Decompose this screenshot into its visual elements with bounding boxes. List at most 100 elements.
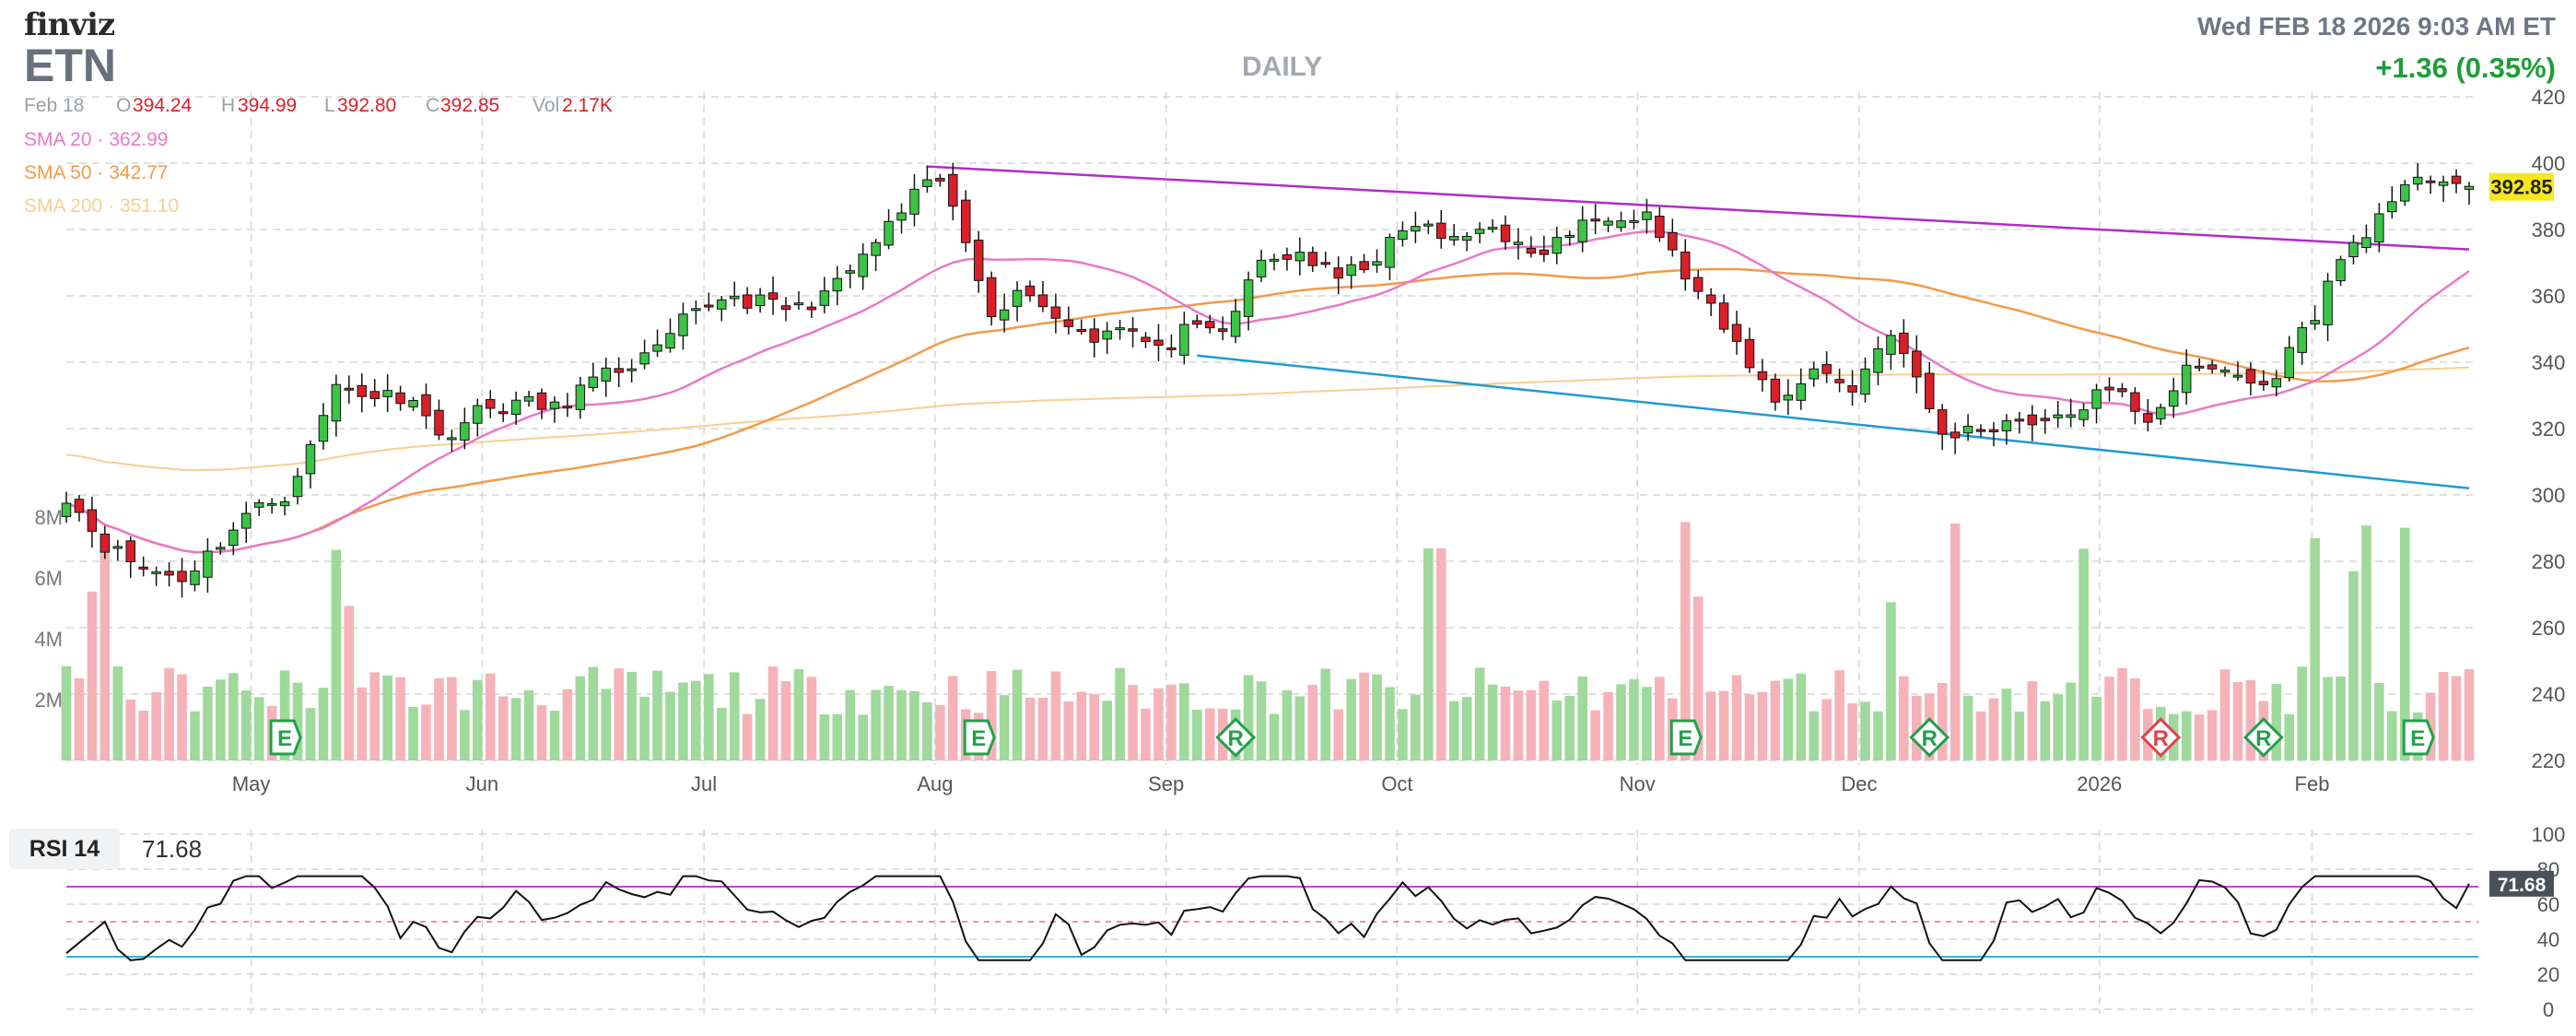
candle-body — [2361, 237, 2371, 249]
volume-bar — [1050, 671, 1061, 760]
marker-letter: E — [971, 726, 986, 751]
candle-body — [1796, 383, 1807, 401]
volume-bar — [536, 705, 547, 760]
candle — [344, 375, 355, 405]
candle — [2258, 370, 2269, 392]
volume-bar — [2091, 696, 2102, 760]
volume-bar — [2438, 672, 2449, 760]
candle — [1141, 332, 1151, 348]
candle — [2091, 383, 2102, 424]
volume-tick-label: 6M — [34, 567, 63, 590]
candle-body — [986, 277, 997, 318]
candle — [87, 496, 98, 548]
candle-body — [357, 384, 368, 397]
candle-body — [2117, 388, 2127, 393]
candle — [1385, 233, 1395, 281]
volume-bar — [742, 713, 753, 760]
candle-body — [1448, 236, 1459, 241]
candle — [973, 230, 984, 293]
candle — [357, 373, 368, 413]
volume-bar — [704, 674, 714, 760]
ohlc-date: Feb 18 — [24, 95, 85, 116]
candle-body — [447, 437, 457, 441]
candle — [2143, 398, 2153, 432]
ticker-symbol: ETN — [24, 40, 116, 91]
volume-bar — [858, 714, 868, 760]
volume-bar — [203, 686, 213, 760]
candle — [665, 318, 675, 353]
candle-body — [1411, 226, 1421, 232]
candle — [1526, 236, 1537, 258]
volume-bar — [1899, 676, 1909, 760]
volume-bar — [318, 688, 329, 760]
price-tick-label: 260 — [2532, 617, 2566, 640]
month-tick-label: Nov — [1620, 772, 1656, 795]
price-tick-label: 360 — [2532, 285, 2566, 308]
candle — [588, 362, 599, 392]
candle — [1204, 314, 1215, 334]
candle — [266, 498, 277, 514]
candle-body — [1436, 222, 1446, 240]
volume-bar — [871, 689, 881, 760]
candle — [1975, 424, 1986, 437]
marker-shape — [963, 719, 996, 756]
volume-bar — [485, 673, 496, 760]
candle-body — [2297, 327, 2307, 353]
candle-body — [241, 512, 252, 529]
candle — [1050, 293, 1061, 334]
marker-letter: R — [2255, 726, 2271, 751]
candle — [1731, 311, 1742, 355]
candle — [536, 388, 547, 419]
candle-body — [138, 566, 148, 570]
candle — [1937, 404, 1948, 451]
candle — [1115, 319, 1125, 340]
candle-body — [1294, 252, 1306, 262]
candle-body — [2014, 418, 2025, 422]
candle — [253, 499, 264, 516]
candle-body — [1256, 259, 1267, 277]
candle — [1346, 255, 1356, 289]
volume-bar — [639, 696, 650, 760]
marker-shape — [2242, 717, 2284, 758]
candle-body — [1025, 285, 1036, 297]
candle-body — [266, 502, 277, 506]
volume-bar — [626, 671, 637, 760]
trendlines — [927, 165, 2470, 490]
volume-bar — [2271, 684, 2282, 760]
rsi-label[interactable]: RSI 14 — [9, 829, 120, 869]
volume-bar — [2001, 689, 2012, 760]
rsi-tick-label: 40 — [2537, 928, 2559, 951]
candle — [74, 495, 85, 522]
volume-bar — [614, 668, 625, 760]
volume-bar — [1191, 710, 1202, 760]
candle-body — [203, 550, 213, 578]
candle-body — [1076, 329, 1087, 333]
candle-body — [1912, 350, 1922, 378]
volume-bar — [87, 591, 98, 760]
candle — [1269, 253, 1280, 271]
candle-body — [2130, 392, 2140, 412]
price-tick-label: 380 — [2532, 218, 2566, 241]
candle — [961, 190, 971, 253]
volume-bar — [2014, 712, 2025, 760]
candle — [2027, 405, 2038, 441]
volume-bar — [2194, 714, 2205, 760]
sma50-value: 342.77 — [109, 162, 169, 183]
candle — [1616, 211, 1626, 232]
finviz-logo[interactable]: finviz — [24, 6, 115, 43]
candle — [1629, 209, 1639, 230]
candle-body — [2374, 213, 2384, 243]
candle — [1680, 239, 1691, 291]
price-tick-label: 320 — [2532, 418, 2566, 441]
candle — [2336, 255, 2346, 287]
volume-bar — [806, 677, 817, 760]
volume-bar — [1757, 691, 1768, 760]
volume-bar — [1911, 695, 1922, 760]
candle-body — [922, 179, 932, 187]
rsi-current-label: 71.68 — [2498, 875, 2547, 896]
volume-bar — [100, 553, 111, 760]
volume-bar — [460, 710, 470, 760]
timeframe-label[interactable]: DAILY — [1242, 52, 1323, 82]
volume-tick-label: 2M — [34, 689, 63, 712]
